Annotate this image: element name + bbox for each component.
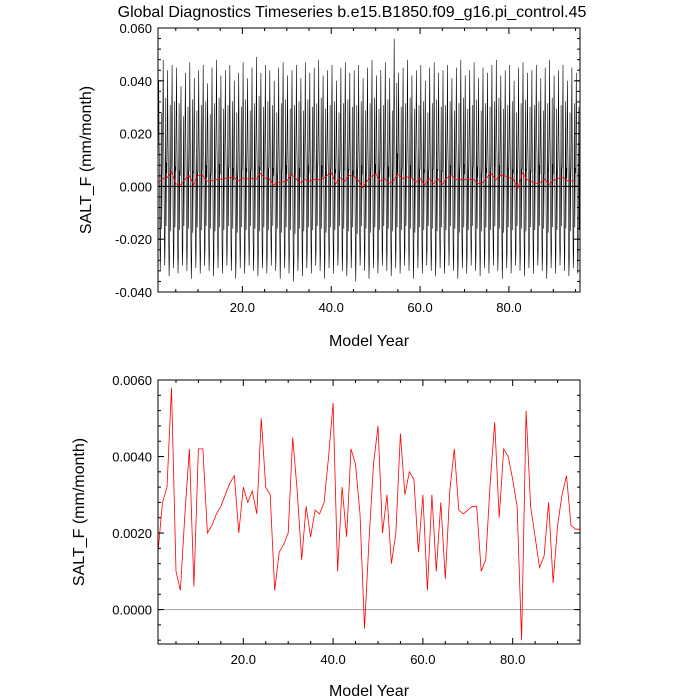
bottom-x-tick-label: 40.0: [320, 652, 345, 667]
top-x-tick-label: 20.0: [230, 300, 255, 315]
top-x-axis-label: Model Year: [329, 333, 410, 350]
bottom-x-tick-label: 60.0: [410, 652, 435, 667]
bottom-ticks-layer: [158, 379, 581, 644]
top-annual-series-line: [157, 170, 576, 190]
bottom-y-tick-label: 0.0000: [112, 603, 152, 618]
top-plot-frame: [157, 27, 581, 293]
top-x-tick-label: 60.0: [407, 300, 432, 315]
top-y-tick-label: -0.020: [115, 232, 152, 247]
bottom-x-tick-label: 80.0: [500, 652, 525, 667]
bottom-annual-series-layer: [157, 387, 580, 641]
bottom-x-axis-label: Model Year: [329, 683, 410, 700]
bottom-y-axis-label: SALT_F (mm/month): [71, 438, 88, 586]
bottom-annual-series-line: [157, 387, 580, 641]
top-panel: -0.040 -0.020 0.000 0.020 0.040 0.060 20.0 40.0…: [78, 21, 581, 350]
top-ticks-layer: [158, 27, 580, 293]
bottom-y-tick-label: 0.0040: [112, 450, 152, 465]
figure-title: Global Diagnostics Timeseries b.e15.B185…: [118, 4, 587, 21]
top-y-tick-label: 0.060: [119, 21, 152, 36]
bottom-y-tick-label: 0.0020: [112, 526, 152, 541]
top-x-tick-label: 80.0: [496, 300, 521, 315]
top-y-tick-label: 0.020: [119, 127, 152, 142]
bottom-plot-frame: [157, 379, 581, 645]
top-monthly-series-line: [157, 38, 580, 282]
top-y-tick-label: 0.000: [119, 179, 152, 194]
bottom-x-tick-label: 20.0: [231, 652, 256, 667]
top-x-tick-label: 40.0: [319, 300, 344, 315]
bottom-tick-labels-layer: 0.0000 0.0020 0.0040 0.0060 20.0 40.0 60.0 80.0: [112, 373, 525, 667]
top-y-tick-label: 0.040: [119, 74, 152, 89]
top-annual-series-layer: [157, 170, 576, 190]
top-y-tick-label: -0.040: [115, 285, 152, 300]
bottom-panel: 0.0000 0.0020 0.0040 0.0060 20.0 40.0 60.0 80.0…: [71, 373, 581, 700]
top-tick-labels-layer: -0.040 -0.020 0.000 0.020 0.040 0.060 20.0 40.0…: [115, 21, 521, 315]
top-y-axis-label: SALT_F (mm/month): [78, 86, 95, 234]
bottom-y-tick-label: 0.0060: [112, 373, 152, 388]
top-monthly-series-layer: [157, 38, 580, 282]
